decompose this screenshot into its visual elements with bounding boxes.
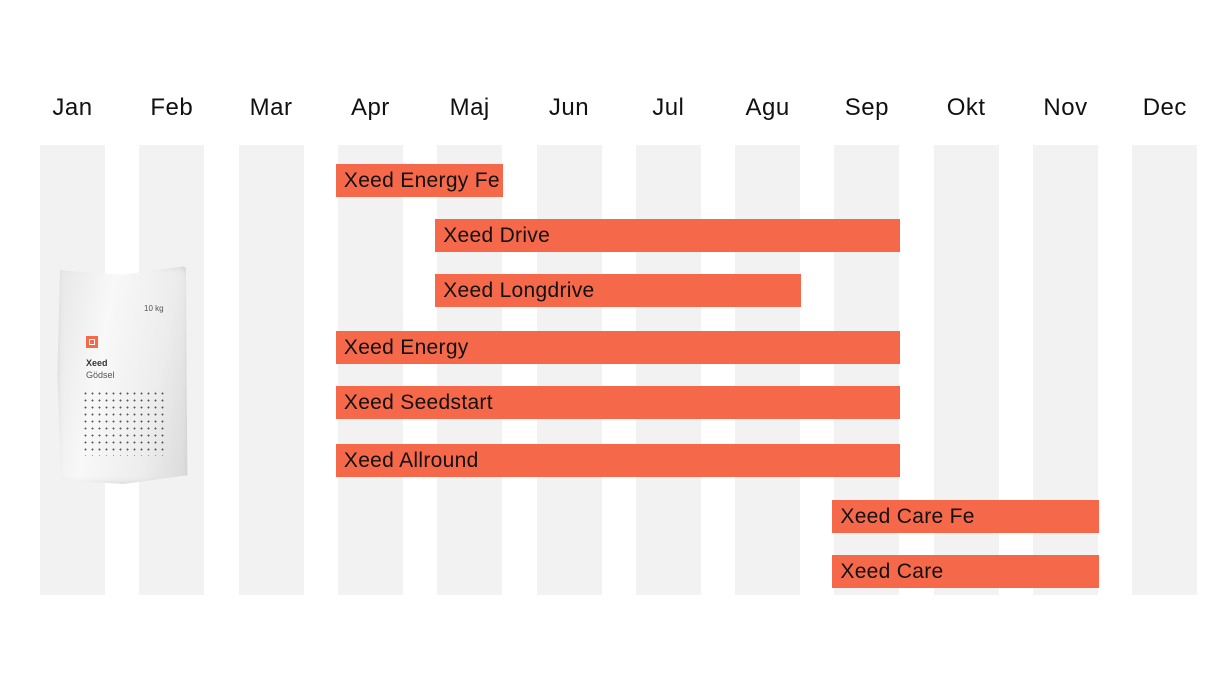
month-label-apr: Apr [350, 94, 390, 121]
bag-dot-pattern [82, 390, 166, 456]
month-column-mar [238, 145, 304, 595]
product-bar-xeed-care-fe: Xeed Care Fe [832, 500, 1099, 533]
bag-logo-icon [86, 336, 98, 348]
product-bar-label: Xeed Energy Fe [343, 168, 500, 192]
month-label-nov: Nov [1043, 94, 1088, 121]
month-column-dec [1132, 145, 1198, 595]
product-bar-label: Xeed Drive [443, 223, 551, 247]
month-label-jul: Jul [652, 94, 685, 121]
product-bar-xeed-longdrive: Xeed Longdrive [435, 274, 802, 307]
product-bar-xeed-energy: Xeed Energy [335, 331, 901, 364]
product-bar-xeed-drive: Xeed Drive [435, 219, 901, 252]
product-bar-xeed-energy-fe: Xeed Energy Fe [335, 164, 504, 197]
month-label-sep: Sep [844, 94, 889, 121]
bag-weight-label: 10 kg [144, 304, 164, 313]
product-bar-label: Xeed Care Fe [840, 504, 975, 528]
month-label-agu: Agu [745, 94, 790, 121]
month-label-jan: Jan [52, 94, 93, 121]
month-label-okt: Okt [946, 94, 986, 121]
product-bar-label: Xeed Energy [343, 335, 469, 359]
product-bar-label: Xeed Allround [343, 448, 479, 472]
fertilizer-bag-image: 10 kg Xeed Gödsel [56, 266, 190, 484]
product-bar-label: Xeed Care [840, 559, 944, 583]
month-label-dec: Dec [1142, 94, 1187, 121]
product-bar-label: Xeed Longdrive [443, 278, 595, 302]
month-label-feb: Feb [150, 94, 194, 121]
bag-subtitle-label: Gödsel [86, 370, 115, 380]
product-bar-xeed-allround: Xeed Allround [335, 444, 901, 477]
month-column-agu [735, 145, 801, 595]
month-label-mar: Mar [249, 94, 293, 121]
product-bar-label: Xeed Seedstart [343, 390, 493, 414]
month-label-jun: Jun [548, 94, 590, 121]
month-label-maj: Maj [449, 94, 490, 121]
month-column-jun [536, 145, 602, 595]
product-bar-xeed-care: Xeed Care [832, 555, 1099, 588]
product-bar-xeed-seedstart: Xeed Seedstart [335, 386, 901, 419]
bag-brand-label: Xeed [86, 358, 108, 368]
month-column-jul [635, 145, 701, 595]
month-column-maj [437, 145, 503, 595]
month-column-apr [337, 145, 403, 595]
